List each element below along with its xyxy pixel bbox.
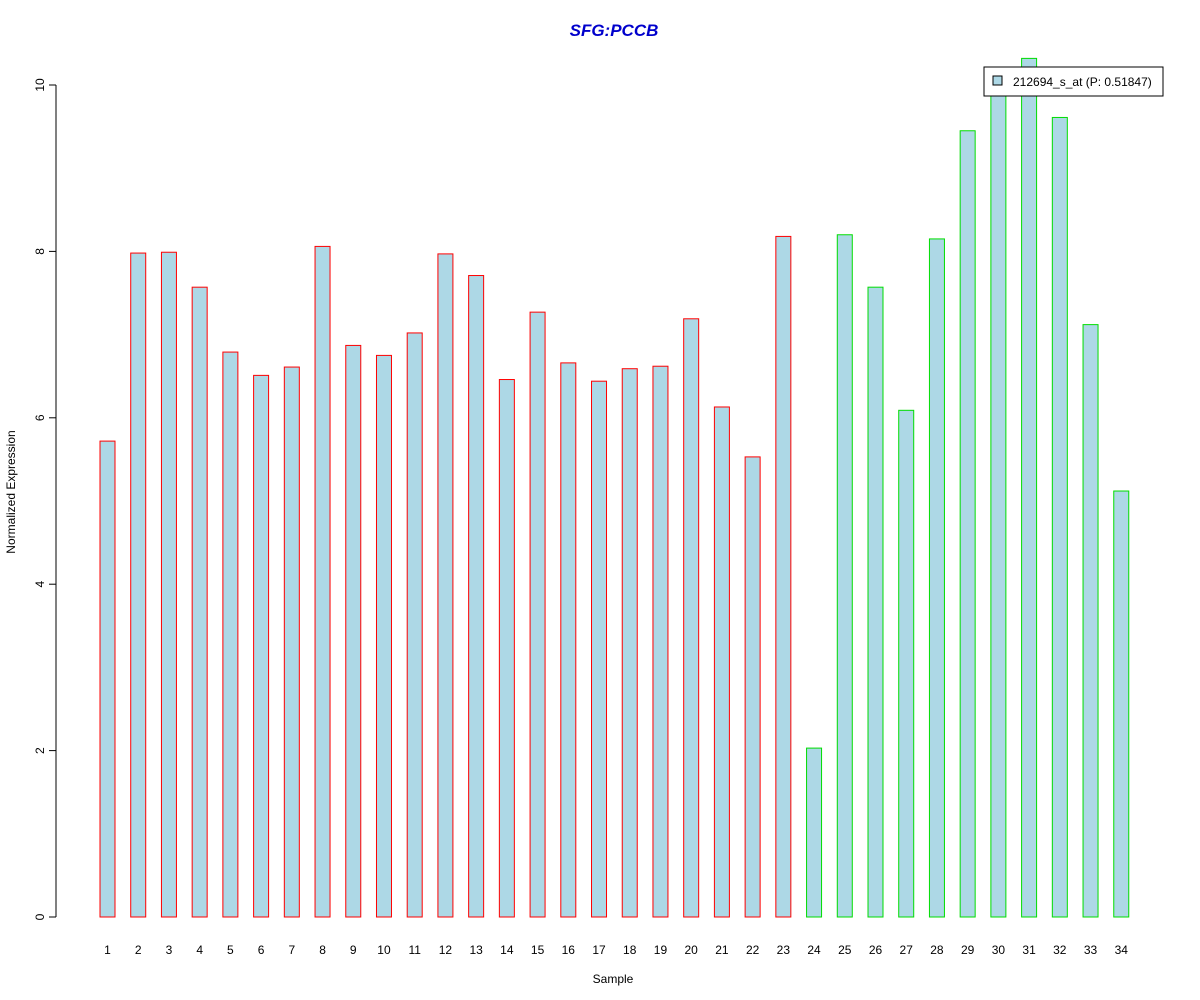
- x-tick-label: 15: [531, 943, 545, 957]
- x-tick-label: 4: [196, 943, 203, 957]
- bar-sample-34: [1113, 490, 1130, 918]
- x-tick-label: 33: [1084, 943, 1098, 957]
- x-tick-label: 10: [377, 943, 391, 957]
- bar-sample-7: [283, 366, 300, 918]
- x-tick-label: 3: [166, 943, 173, 957]
- x-tick-label: 5: [227, 943, 234, 957]
- x-tick-label: 24: [807, 943, 821, 957]
- y-tick-label: 4: [33, 581, 47, 588]
- y-tick-label: 2: [33, 747, 47, 754]
- x-tick-labels: 1 2 3 4 5 6 7 8 9 10 11 12 13 14 15 16 17 18 19 20 21 22 23 24 2…: [104, 943, 1128, 957]
- x-tick-label: 31: [1022, 943, 1036, 957]
- x-tick-label: 18: [623, 943, 637, 957]
- bar-sample-15: [529, 311, 546, 918]
- bar-sample-1: [99, 440, 116, 918]
- bar-sample-10: [375, 354, 392, 918]
- y-tick-label: 0: [33, 913, 47, 920]
- x-tick-label: 20: [685, 943, 699, 957]
- x-tick-label: 25: [838, 943, 852, 957]
- bar-sample-21: [713, 406, 730, 918]
- x-tick-label: 21: [715, 943, 729, 957]
- legend: 212694_s_at (P: 0.51847): [983, 66, 1164, 97]
- legend-swatch: [992, 75, 1003, 86]
- bar-sample-32: [1051, 116, 1068, 918]
- bar-sample-26: [867, 286, 884, 918]
- x-tick-label: 22: [746, 943, 760, 957]
- bar-sample-3: [160, 251, 177, 918]
- bar-sample-9: [345, 344, 362, 918]
- x-tick-label: 32: [1053, 943, 1067, 957]
- bar-sample-4: [191, 286, 208, 918]
- x-tick-label: 1: [104, 943, 111, 957]
- bars-group: [99, 57, 1130, 918]
- bar-sample-29: [959, 130, 976, 918]
- y-tick-label: 10: [33, 78, 47, 92]
- x-tick-label: 11: [408, 943, 421, 957]
- bar-sample-2: [130, 252, 147, 918]
- x-axis-label: Sample: [593, 972, 634, 986]
- y-tick-label: 6: [33, 414, 47, 421]
- x-tick-label: 17: [592, 943, 606, 957]
- x-tick-label: 8: [319, 943, 326, 957]
- bar-sample-13: [468, 275, 485, 918]
- bar-sample-27: [898, 409, 915, 918]
- x-tick-label: 2: [135, 943, 142, 957]
- bar-sample-12: [437, 253, 454, 918]
- x-tick-label: 23: [777, 943, 791, 957]
- bar-sample-33: [1082, 324, 1099, 918]
- x-tick-label: 29: [961, 943, 975, 957]
- y-axis-label: Normalized Expression: [4, 430, 18, 553]
- bar-sample-6: [253, 374, 270, 918]
- chart-title: SFG:PCCB: [570, 21, 659, 40]
- bar-sample-25: [836, 234, 853, 918]
- x-tick-label: 16: [562, 943, 576, 957]
- legend-box: [983, 66, 1164, 97]
- y-axis: 0 2 4 6 8 10: [33, 78, 57, 920]
- x-tick-label: 34: [1115, 943, 1129, 957]
- bar-sample-23: [775, 235, 792, 918]
- y-tick-label: 8: [33, 248, 47, 255]
- legend-label: 212694_s_at (P: 0.51847): [1013, 75, 1152, 89]
- bar-sample-16: [560, 362, 577, 918]
- x-tick-label: 6: [258, 943, 265, 957]
- x-tick-label: 7: [288, 943, 295, 957]
- x-tick-label: 26: [869, 943, 883, 957]
- bar-sample-5: [222, 351, 239, 918]
- x-tick-label: 27: [900, 943, 914, 957]
- x-tick-label: 28: [930, 943, 944, 957]
- bar-sample-22: [744, 456, 761, 918]
- bar-sample-28: [928, 238, 945, 918]
- bar-sample-19: [652, 365, 669, 918]
- x-tick-label: 9: [350, 943, 357, 957]
- x-tick-label: 19: [654, 943, 668, 957]
- x-tick-label: 12: [439, 943, 453, 957]
- bar-sample-18: [621, 368, 638, 918]
- bar-sample-8: [314, 245, 331, 918]
- bar-sample-17: [591, 380, 608, 918]
- bar-sample-30: [990, 89, 1007, 918]
- bar-sample-24: [806, 747, 823, 918]
- bar-sample-20: [683, 318, 700, 918]
- bar-sample-11: [406, 332, 423, 918]
- x-tick-label: 30: [992, 943, 1006, 957]
- x-tick-label: 13: [469, 943, 483, 957]
- bar-sample-14: [498, 379, 515, 918]
- bar-sample-31: [1021, 57, 1038, 918]
- x-tick-label: 14: [500, 943, 514, 957]
